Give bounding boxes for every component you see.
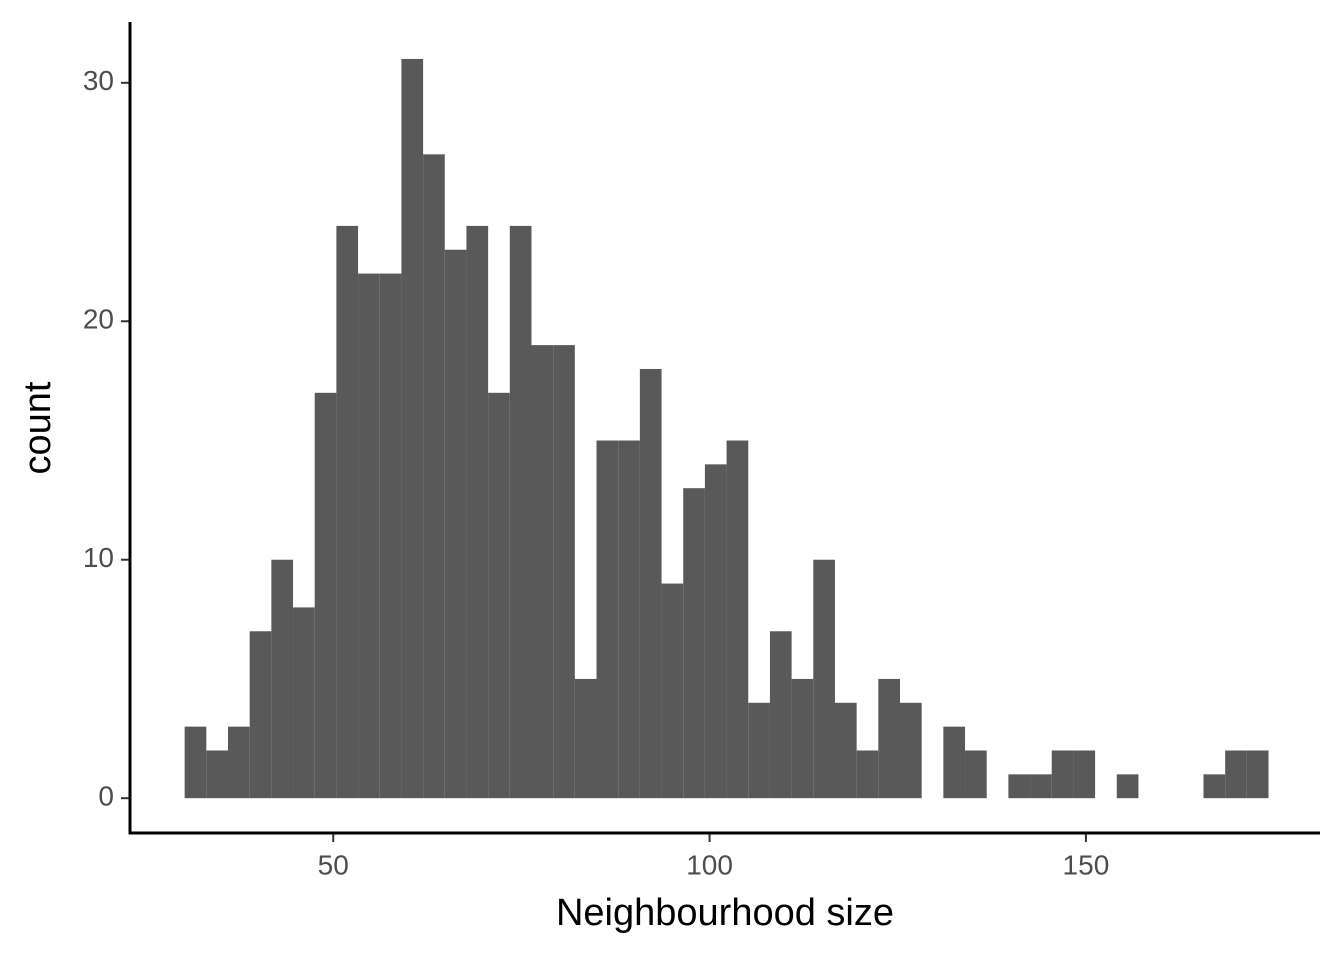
bar <box>834 702 857 799</box>
bar <box>1073 750 1096 799</box>
bar <box>1116 774 1139 799</box>
bar <box>574 678 597 799</box>
bar <box>444 249 467 799</box>
y-tick-label: 30 <box>83 65 114 96</box>
bar <box>249 631 272 799</box>
bar <box>314 392 337 799</box>
bar <box>1203 774 1226 799</box>
bar <box>509 225 532 799</box>
bar <box>1246 750 1269 799</box>
x-axis-title: Neighbourhood size <box>556 892 894 934</box>
bar <box>813 559 835 799</box>
bar <box>748 702 770 799</box>
bar <box>466 225 489 799</box>
bar <box>401 58 424 799</box>
bar <box>228 726 250 799</box>
bar <box>336 225 359 799</box>
bar <box>726 440 749 799</box>
bar <box>531 345 554 799</box>
y-axis-title: count <box>17 381 59 474</box>
bar <box>1225 750 1247 799</box>
bar <box>423 154 445 799</box>
x-tick-label: 50 <box>318 849 349 880</box>
bar <box>900 702 922 799</box>
bar <box>358 273 380 799</box>
bar <box>618 440 640 799</box>
y-tick-label: 10 <box>83 542 114 573</box>
bar <box>791 678 814 799</box>
bar <box>553 345 575 799</box>
bar <box>878 678 900 799</box>
bar <box>1030 774 1052 799</box>
bar <box>704 464 727 799</box>
bar <box>769 631 792 799</box>
bar <box>1051 750 1074 799</box>
bar <box>596 440 619 799</box>
bar <box>1008 774 1031 799</box>
bar <box>965 750 987 799</box>
bar <box>271 559 294 799</box>
bar <box>683 488 705 799</box>
bar <box>661 583 684 799</box>
bar <box>206 750 228 799</box>
bar <box>856 750 879 799</box>
bar <box>943 726 966 799</box>
bar <box>488 392 510 799</box>
bar <box>639 368 662 799</box>
y-tick-label: 20 <box>83 304 114 335</box>
bar <box>293 607 315 799</box>
x-tick-label: 100 <box>686 849 733 880</box>
bar <box>379 273 402 799</box>
y-tick-label: 0 <box>98 781 114 812</box>
x-tick-label: 150 <box>1063 849 1110 880</box>
bar <box>184 726 207 799</box>
